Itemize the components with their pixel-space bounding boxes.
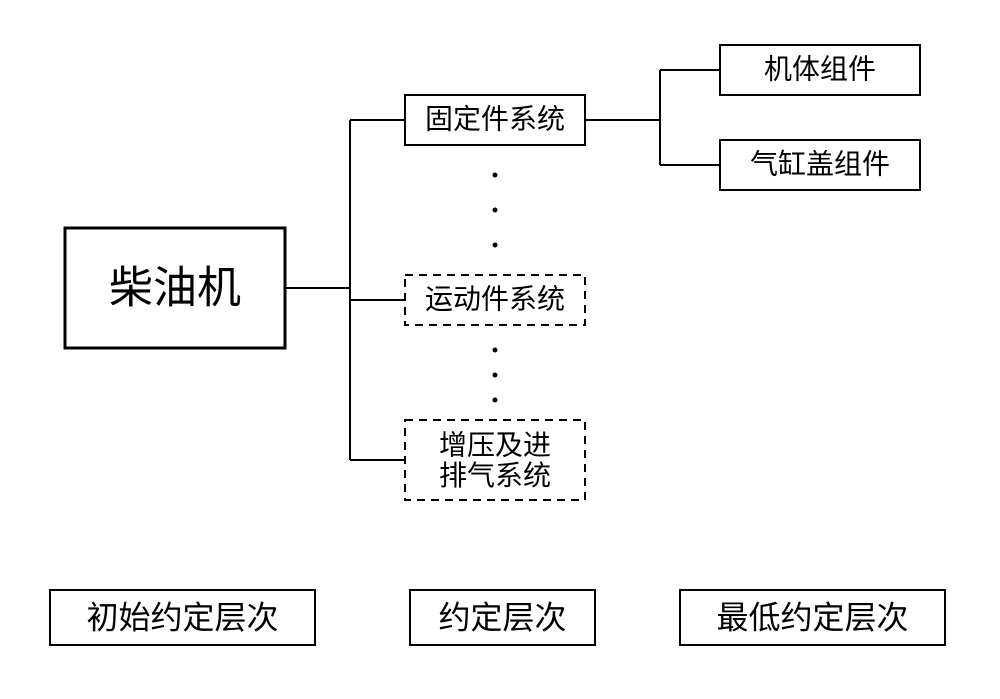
diagram-canvas: 柴油机 固定件系统运动件系统增压及进排气系统 机体组件气缸盖组件初始约定层次 约定层次…: [0, 0, 1000, 699]
ellipsis-dot: [493, 208, 498, 213]
footer-label-1-label: 约定层次: [438, 600, 566, 636]
footer-label-2-label: 最低约定层次: [716, 600, 908, 636]
ellipsis-dot: [493, 173, 498, 178]
level3-node-1-label: 气缸盖组件: [750, 149, 890, 181]
ellipsis-dot: [493, 398, 498, 403]
level2-node-0-label: 固定件系统: [425, 104, 565, 136]
level3-node-0-label: 机体组件: [764, 54, 876, 86]
ellipsis-dot: [493, 243, 498, 248]
ellipsis-dot: [493, 373, 498, 378]
level2-node-2-label: 增压及进排气系统: [439, 429, 551, 492]
root-node-label: 柴油机: [109, 264, 241, 313]
ellipsis-dot: [493, 348, 498, 353]
level2-node-1-label: 运动件系统: [425, 284, 565, 316]
footer-label-0-label: 初始约定层次: [86, 600, 278, 636]
